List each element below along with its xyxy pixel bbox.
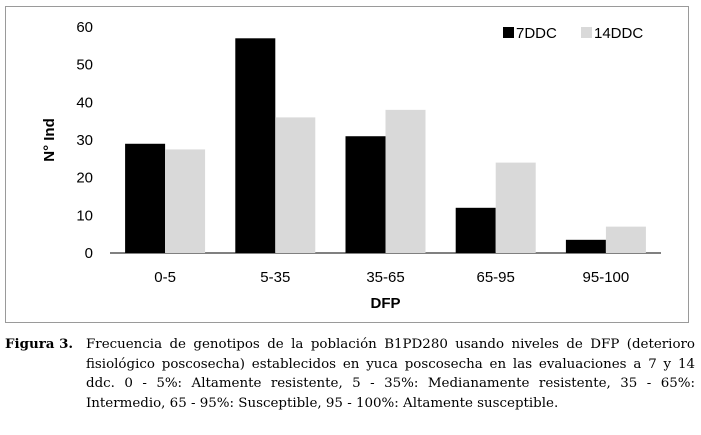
y-tick-label: 50 xyxy=(76,57,93,74)
y-tick-label: 20 xyxy=(76,170,93,187)
bar-14ddc-95-100 xyxy=(605,226,646,253)
legend: 7DDC 14DDC xyxy=(503,25,643,42)
y-tick-label: 0 xyxy=(85,245,93,262)
x-axis-title: DFP xyxy=(371,295,401,312)
chart-frame: 0 10 20 30 40 50 60 0-5 5-35 35-65 65-95 95-100 N°… xyxy=(5,6,689,323)
y-tick-label: 60 xyxy=(76,19,93,36)
bar-7ddc-5-35 xyxy=(235,38,276,253)
y-tick-label: 30 xyxy=(76,132,93,149)
x-tick-label: 5-35 xyxy=(260,269,290,286)
legend-swatch-14ddc xyxy=(581,27,592,38)
legend-label-7ddc: 7DDC xyxy=(516,25,557,42)
legend-swatch-7ddc xyxy=(503,27,514,38)
bar-7ddc-65-95 xyxy=(455,207,496,253)
x-tick-label: 0-5 xyxy=(154,269,176,286)
figure-caption: Figura 3. Frecuencia de genotipos de la … xyxy=(5,335,695,413)
bar-7ddc-95-100 xyxy=(565,239,606,253)
caption-label: Figura 3. xyxy=(5,336,74,352)
bar-14ddc-35-65 xyxy=(385,109,426,253)
x-tick-label: 35-65 xyxy=(366,269,404,286)
bar-14ddc-5-35 xyxy=(275,117,316,254)
x-tick-label: 65-95 xyxy=(477,269,515,286)
bars xyxy=(125,38,646,254)
caption-text: Frecuencia de genotipos de la población … xyxy=(86,337,695,411)
bar-chart: 0 10 20 30 40 50 60 0-5 5-35 35-65 65-95 95-100 N°… xyxy=(41,19,661,312)
x-tick-label: 95-100 xyxy=(583,269,630,286)
bar-7ddc-35-65 xyxy=(345,136,386,253)
y-tick-label: 40 xyxy=(76,94,93,111)
x-axis-ticks: 0-5 5-35 35-65 65-95 95-100 xyxy=(154,269,629,286)
y-tick-label: 10 xyxy=(76,207,93,224)
legend-label-14ddc: 14DDC xyxy=(594,25,643,42)
y-axis-ticks: 0 10 20 30 40 50 60 xyxy=(76,19,93,262)
bar-14ddc-0-5 xyxy=(165,149,206,253)
y-axis-title: N° Ind xyxy=(41,118,58,162)
bar-14ddc-65-95 xyxy=(495,162,536,253)
bar-7ddc-0-5 xyxy=(125,143,166,253)
